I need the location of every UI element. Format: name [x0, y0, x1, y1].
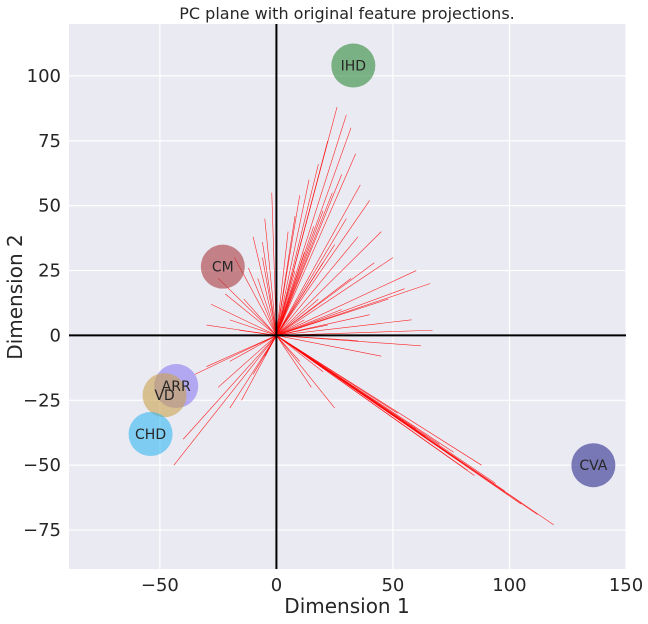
y-tick-labels: −75 −50 −25 0 25 50 75 100: [23, 66, 61, 541]
feature-vector: [276, 262, 375, 336]
y-tick-label: −25: [23, 390, 61, 411]
x-tick-label: 150: [609, 575, 643, 596]
y-tick-label: 25: [38, 261, 61, 282]
feature-vector: [276, 231, 289, 336]
x-axis-title: Dimension 1: [284, 594, 409, 618]
feature-vector: [276, 164, 319, 336]
point-label: CHD: [135, 427, 166, 443]
feature-vector: [257, 278, 277, 336]
feature-vector: [262, 241, 277, 336]
feature-vector: [276, 153, 356, 336]
feature-vector: [276, 335, 417, 430]
data-point: [128, 412, 173, 457]
feature-vector: [276, 270, 296, 336]
feature-vector: [276, 174, 342, 336]
feature-vector: [276, 319, 412, 336]
feature-vector: [276, 262, 324, 336]
chart-title: PC plane with original feature projectio…: [179, 4, 514, 23]
x-tick-label: 0: [271, 575, 282, 596]
feature-vector: [276, 335, 459, 461]
feature-vector: [276, 236, 359, 336]
feature-vector: [243, 298, 277, 336]
zero-axis-lines: [69, 24, 626, 569]
feature-vector: [276, 314, 370, 336]
point-label: CVA: [579, 458, 607, 474]
feature-vector: [276, 335, 312, 388]
feature-vector: [248, 267, 277, 336]
y-axis-title: Dimension 2: [3, 234, 27, 359]
feature-vector: [276, 184, 361, 336]
feature-vector: [264, 335, 277, 357]
data-point: [331, 43, 376, 88]
x-tick-label: 100: [492, 575, 526, 596]
feature-vectors: [173, 106, 554, 526]
feature-vector: [276, 288, 405, 336]
feature-vector: [276, 335, 475, 476]
feature-vector: [276, 200, 370, 336]
feature-vector: [264, 218, 277, 336]
feature-vector: [229, 335, 277, 362]
y-tick-label: −50: [23, 455, 61, 476]
feature-vector: [276, 179, 310, 336]
feature-vector: [229, 335, 277, 409]
feature-vector: [276, 298, 389, 336]
feature-vector: [217, 335, 277, 388]
feature-vector: [276, 335, 398, 414]
feature-vector: [276, 114, 347, 336]
feature-vector: [194, 335, 277, 375]
feature-vector: [224, 293, 277, 336]
feature-vector: [276, 252, 305, 336]
feature-vector: [276, 216, 296, 336]
plot-background: [69, 24, 626, 569]
point-label: ARR: [162, 379, 191, 395]
feature-vector: [276, 140, 328, 336]
x-tick-label: −50: [141, 575, 179, 596]
data-point: [142, 373, 187, 418]
point-label: IHD: [341, 59, 366, 75]
feature-vector: [206, 335, 277, 367]
feature-vector: [276, 278, 352, 336]
feature-vector: [276, 231, 382, 336]
feature-vector: [276, 335, 300, 362]
x-tick-label: 50: [381, 575, 404, 596]
data-point: [200, 244, 245, 289]
y-tick-label: −75: [23, 520, 61, 541]
feature-vector: [276, 127, 352, 336]
feature-vector: [276, 192, 333, 336]
y-tick-label: 0: [50, 325, 61, 346]
point-label: VD: [154, 388, 174, 404]
feature-vector: [276, 218, 347, 336]
feature-vector: [276, 210, 324, 336]
y-tick-label: 50: [38, 196, 61, 217]
feature-vector: [276, 270, 417, 336]
point-label: CM: [212, 260, 234, 276]
feature-vector: [276, 283, 431, 336]
feature-vector: [276, 324, 328, 336]
feature-vector: [262, 257, 277, 336]
feature-vector: [276, 335, 324, 372]
feature-vector: [276, 298, 319, 336]
feature-vector: [173, 335, 277, 466]
data-point: [571, 443, 616, 488]
y-tick-label: 75: [38, 131, 61, 152]
x-tick-labels: −50 0 50 100 150: [141, 575, 643, 596]
y-tick-label: 100: [27, 66, 61, 87]
feature-vector: [276, 319, 305, 336]
feature-vector: [276, 257, 394, 336]
feature-vector: [252, 236, 277, 336]
feature-vector: [276, 335, 335, 409]
feature-vector: [229, 319, 277, 336]
feature-vector: [276, 335, 382, 357]
feature-vector: [182, 335, 277, 440]
feature-vector: [276, 309, 342, 336]
feature-vector: [211, 304, 277, 336]
